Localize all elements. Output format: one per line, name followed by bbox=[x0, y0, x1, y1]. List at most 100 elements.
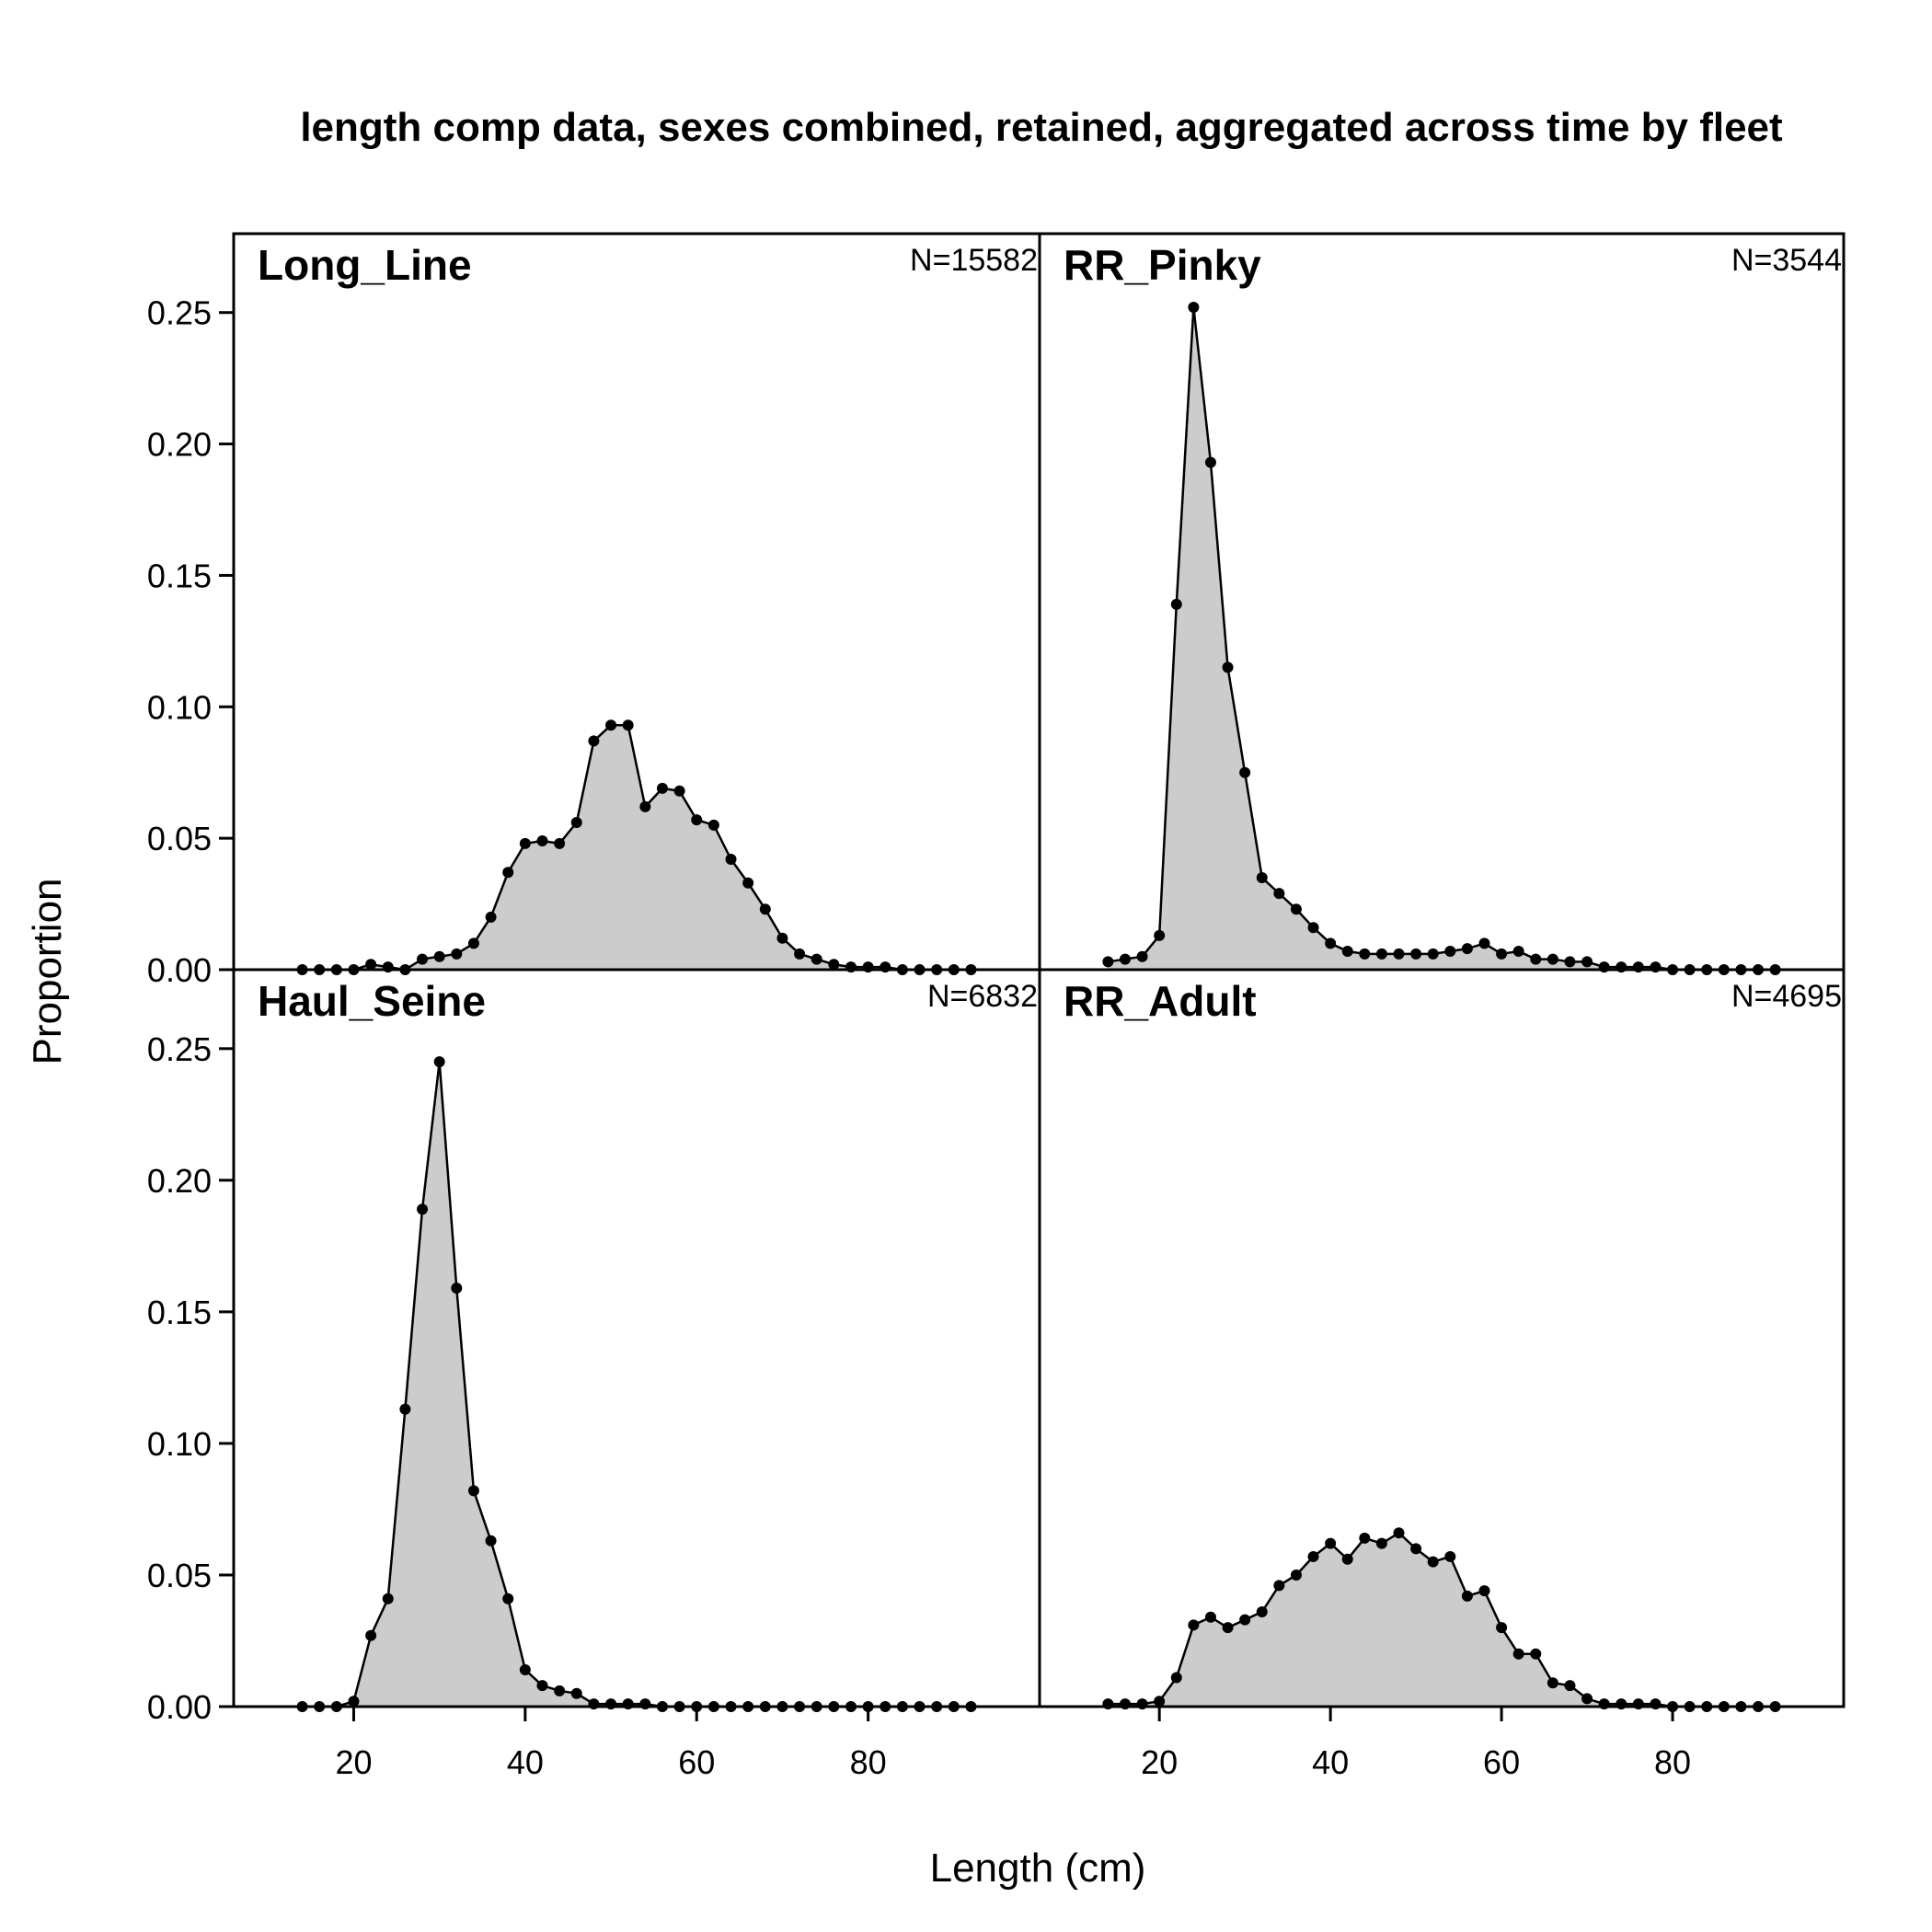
data-point bbox=[1188, 302, 1200, 313]
data-point bbox=[1547, 953, 1558, 965]
data-point bbox=[502, 1593, 514, 1604]
panel-rr-adult: RR_Adult N=4695 20 40 60 80 bbox=[1038, 968, 1846, 1781]
data-point bbox=[1136, 950, 1148, 962]
data-point bbox=[485, 911, 497, 923]
data-point bbox=[1564, 956, 1576, 968]
data-point bbox=[1290, 1569, 1302, 1581]
data-point bbox=[554, 837, 566, 849]
data-point bbox=[656, 782, 668, 794]
x-tick-label: 20 bbox=[335, 1743, 372, 1781]
panel-title: Long_Line bbox=[258, 241, 472, 289]
data-point bbox=[570, 817, 582, 828]
data-point bbox=[707, 819, 719, 831]
data-point bbox=[536, 835, 548, 846]
panel-n-label: N=4695 bbox=[1731, 979, 1842, 1014]
area-fill bbox=[302, 1062, 972, 1707]
data-point bbox=[1307, 922, 1319, 934]
data-point bbox=[1512, 946, 1524, 957]
series-line bbox=[302, 724, 972, 972]
data-point bbox=[1461, 943, 1473, 955]
data-point bbox=[1530, 1648, 1542, 1660]
data-point bbox=[1444, 1550, 1456, 1562]
panel-long-line: Long_Line N=15582 0.00 0.05 0.10 0.15 0.20 0.25 bbox=[147, 232, 1041, 989]
data-point bbox=[1393, 1527, 1405, 1539]
y-tick-label: 0.00 bbox=[147, 951, 212, 989]
panel-title: Haul_Seine bbox=[258, 977, 486, 1025]
data-point bbox=[485, 1535, 497, 1547]
panel-n-label: N=3544 bbox=[1731, 243, 1842, 278]
data-point bbox=[417, 953, 429, 965]
data-point bbox=[1478, 937, 1490, 949]
y-axis-title: Proportion bbox=[25, 878, 70, 1064]
y-tick-label: 0.15 bbox=[147, 557, 212, 594]
data-point bbox=[691, 814, 703, 826]
data-point bbox=[1188, 1619, 1200, 1631]
data-point bbox=[433, 950, 445, 962]
data-point bbox=[1256, 1606, 1268, 1618]
y-tick-label: 0.10 bbox=[147, 688, 212, 726]
data-point bbox=[1496, 1622, 1508, 1634]
x-tick-label: 60 bbox=[678, 1743, 715, 1781]
data-point bbox=[348, 1696, 360, 1708]
data-point bbox=[1478, 1585, 1490, 1597]
data-point bbox=[828, 959, 840, 971]
y-tick-label: 0.10 bbox=[147, 1425, 212, 1463]
data-point bbox=[1444, 946, 1456, 957]
data-point bbox=[622, 719, 634, 731]
data-point bbox=[1410, 948, 1422, 960]
data-point bbox=[1273, 888, 1285, 900]
panel-title: RR_Adult bbox=[1064, 977, 1257, 1025]
y-tick-label: 0.00 bbox=[147, 1688, 212, 1726]
panel-title: RR_Pinky bbox=[1064, 241, 1261, 289]
y-tick-label: 0.25 bbox=[147, 1030, 212, 1068]
data-point bbox=[399, 1403, 411, 1415]
data-point bbox=[1581, 956, 1593, 968]
data-point bbox=[519, 837, 531, 849]
data-point bbox=[1530, 953, 1542, 965]
data-point bbox=[1273, 1580, 1285, 1592]
data-point bbox=[1307, 1550, 1319, 1562]
data-point bbox=[673, 785, 685, 797]
data-point bbox=[451, 1282, 463, 1294]
panel-n-label: N=6832 bbox=[927, 979, 1038, 1014]
data-point bbox=[811, 953, 822, 965]
data-point bbox=[1170, 1672, 1182, 1684]
data-point bbox=[1359, 948, 1371, 960]
data-point bbox=[605, 719, 617, 731]
data-point bbox=[1256, 872, 1268, 883]
x-tick-label: 20 bbox=[1141, 1743, 1178, 1781]
data-point bbox=[1496, 948, 1508, 960]
data-point bbox=[1359, 1532, 1371, 1544]
data-point bbox=[742, 877, 754, 889]
data-point bbox=[1375, 1537, 1387, 1549]
data-point bbox=[588, 735, 600, 747]
data-point bbox=[1341, 1553, 1353, 1565]
data-point bbox=[794, 948, 806, 960]
data-point bbox=[1119, 953, 1131, 965]
data-point bbox=[1222, 1622, 1234, 1634]
area-fill bbox=[1108, 307, 1776, 970]
panel-rr-pinky: RR_Pinky N=3544 bbox=[1038, 232, 1846, 975]
x-tick-label: 60 bbox=[1483, 1743, 1520, 1781]
data-point bbox=[1204, 456, 1216, 468]
area-fill bbox=[1108, 1533, 1776, 1707]
data-point bbox=[1341, 946, 1353, 957]
data-point bbox=[1102, 956, 1114, 968]
data-point bbox=[1393, 948, 1405, 960]
data-point bbox=[536, 1680, 548, 1692]
data-point bbox=[365, 959, 377, 971]
data-point bbox=[1547, 1677, 1558, 1689]
data-point bbox=[776, 932, 788, 944]
data-point bbox=[1154, 1696, 1166, 1708]
y-tick-label: 0.15 bbox=[147, 1294, 212, 1331]
x-tick-label: 80 bbox=[850, 1743, 887, 1781]
chart-title: length comp data, sexes combined, retain… bbox=[300, 105, 1783, 150]
data-point bbox=[451, 948, 463, 960]
data-point bbox=[1290, 903, 1302, 915]
data-point bbox=[1375, 948, 1387, 960]
data-point bbox=[1564, 1680, 1576, 1692]
data-point bbox=[1222, 661, 1234, 673]
y-tick-label: 0.20 bbox=[147, 1162, 212, 1200]
data-point bbox=[467, 937, 479, 949]
